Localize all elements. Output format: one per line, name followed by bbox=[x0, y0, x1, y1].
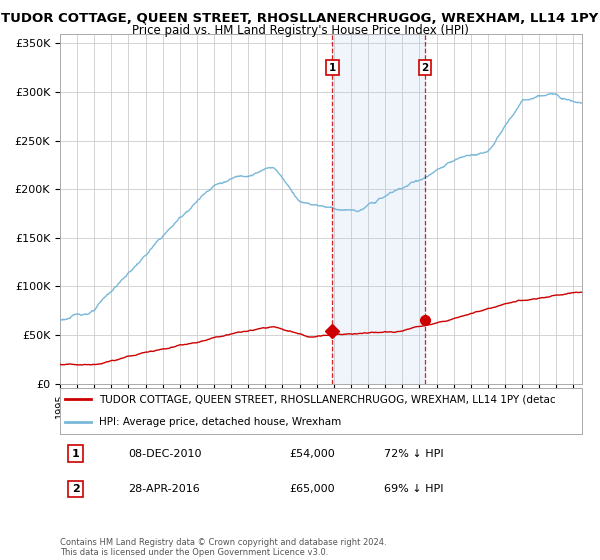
Text: 1: 1 bbox=[329, 63, 336, 73]
Text: 08-DEC-2010: 08-DEC-2010 bbox=[128, 449, 202, 459]
Text: £65,000: £65,000 bbox=[290, 484, 335, 494]
Text: TUDOR COTTAGE, QUEEN STREET, RHOSLLANERCHRUGOG, WREXHAM, LL14 1PY: TUDOR COTTAGE, QUEEN STREET, RHOSLLANERC… bbox=[1, 12, 599, 25]
Text: £54,000: £54,000 bbox=[290, 449, 335, 459]
Text: HPI: Average price, detached house, Wrexham: HPI: Average price, detached house, Wrex… bbox=[99, 417, 341, 427]
Text: 2: 2 bbox=[72, 484, 80, 494]
Text: Contains HM Land Registry data © Crown copyright and database right 2024.
This d: Contains HM Land Registry data © Crown c… bbox=[60, 538, 386, 557]
Text: TUDOR COTTAGE, QUEEN STREET, RHOSLLANERCHRUGOG, WREXHAM, LL14 1PY (detac: TUDOR COTTAGE, QUEEN STREET, RHOSLLANERC… bbox=[99, 394, 556, 404]
Text: 69% ↓ HPI: 69% ↓ HPI bbox=[383, 484, 443, 494]
Text: 72% ↓ HPI: 72% ↓ HPI bbox=[383, 449, 443, 459]
Text: Price paid vs. HM Land Registry's House Price Index (HPI): Price paid vs. HM Land Registry's House … bbox=[131, 24, 469, 36]
Text: 2: 2 bbox=[421, 63, 428, 73]
Bar bbox=[332, 34, 425, 384]
Text: 1: 1 bbox=[72, 449, 80, 459]
Text: 28-APR-2016: 28-APR-2016 bbox=[128, 484, 200, 494]
